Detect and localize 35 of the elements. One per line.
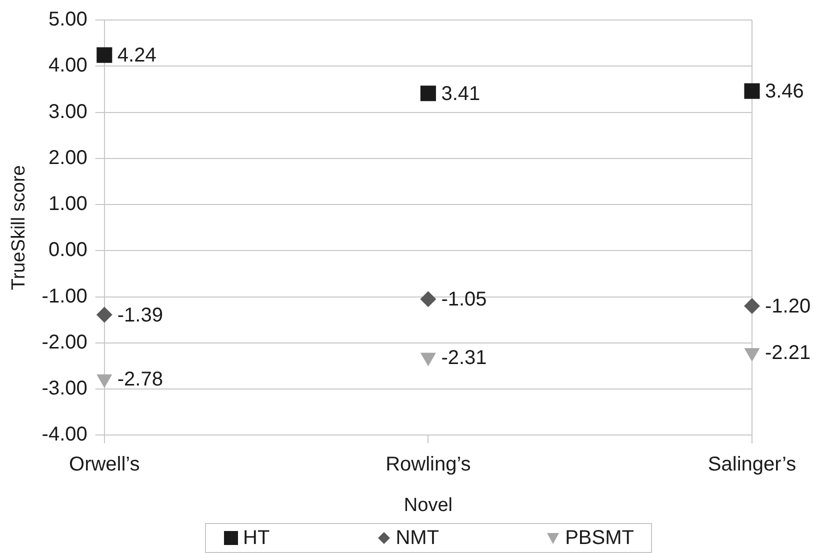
point bbox=[420, 86, 436, 102]
data-label: 3.46 bbox=[765, 80, 804, 103]
y-tick-label: 0.00 bbox=[48, 239, 88, 262]
point bbox=[420, 291, 436, 308]
y-tick-label: -4.00 bbox=[42, 424, 88, 446]
data-label: -1.20 bbox=[765, 296, 811, 318]
legend-label: HT bbox=[243, 526, 270, 550]
y-tick-label: -1.00 bbox=[42, 285, 88, 308]
point bbox=[744, 348, 760, 362]
legend-label: PBSMT bbox=[565, 526, 634, 550]
point bbox=[744, 83, 760, 99]
point bbox=[96, 306, 112, 323]
legend-label: NMT bbox=[396, 526, 440, 550]
y-tick-label: 4.00 bbox=[48, 54, 88, 77]
data-label: -1.05 bbox=[441, 288, 487, 311]
point bbox=[744, 298, 760, 314]
data-label: 4.24 bbox=[117, 44, 156, 67]
point bbox=[420, 352, 436, 366]
y-tick-label: 3.00 bbox=[48, 100, 88, 123]
x-tick-label: Orwell’s bbox=[69, 454, 140, 476]
y-tick-label: 1.00 bbox=[48, 193, 88, 216]
data-label: -2.78 bbox=[117, 368, 163, 390]
data-label: -1.39 bbox=[117, 304, 163, 326]
y-axis-title: TrueSkill score bbox=[8, 165, 30, 290]
point bbox=[96, 47, 112, 63]
y-tick-label: 2.00 bbox=[48, 146, 88, 169]
data-label: -2.21 bbox=[765, 342, 811, 364]
y-tick-label: -2.00 bbox=[42, 331, 88, 354]
data-label: 3.41 bbox=[441, 82, 480, 105]
y-tick-label: 5.00 bbox=[48, 8, 88, 31]
x-axis-title: Novel bbox=[404, 494, 452, 516]
x-tick-label: Rowling’s bbox=[386, 454, 471, 476]
x-tick-label: Salinger’s bbox=[708, 454, 796, 476]
data-label: -2.31 bbox=[441, 346, 487, 369]
y-tick-label: -3.00 bbox=[42, 378, 88, 400]
